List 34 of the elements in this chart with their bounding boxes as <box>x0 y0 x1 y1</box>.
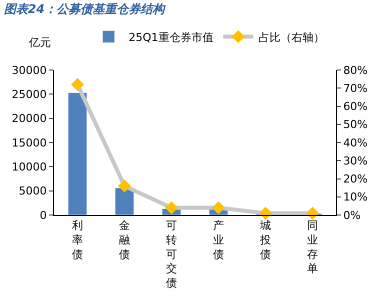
legend-label: 占比（右轴） <box>258 30 324 44</box>
x-tick-label: 同业存单 <box>307 219 318 276</box>
legend-label: 25Q1重仓券市值 <box>128 30 214 44</box>
bar <box>114 188 134 215</box>
y-tick-label: 25000 <box>12 88 47 102</box>
point <box>212 201 225 214</box>
y2-tick-label: 80% <box>343 64 368 77</box>
y-tick-label: 0 <box>40 208 47 222</box>
y-tick-label: 5000 <box>18 184 47 198</box>
y-axis-title: 亿元 <box>28 36 51 49</box>
y-tick-label: 10000 <box>12 160 47 174</box>
point <box>165 201 178 214</box>
y2-tick-label: 50% <box>343 118 368 132</box>
y-tick-label: 20000 <box>12 112 47 126</box>
y2-tick-label: 60% <box>343 100 368 114</box>
y2-tick-label: 30% <box>343 154 368 168</box>
point <box>306 206 319 220</box>
x-tick-label: 产业债 <box>213 219 224 261</box>
chart-title: 图表24：公募债基重仓券结构 <box>4 2 167 16</box>
y2-tick-label: 40% <box>343 136 368 150</box>
x-tick-label: 可转可交债 <box>166 219 177 290</box>
y-tick-label: 30000 <box>12 64 47 77</box>
y-tick-label: 15000 <box>12 136 47 150</box>
point <box>71 78 84 91</box>
y2-tick-label: 20% <box>343 172 368 186</box>
point <box>118 180 131 192</box>
x-tick-label: 金融债 <box>119 219 130 261</box>
x-tick-label: 利率债 <box>72 219 83 261</box>
y2-tick-label: 10% <box>343 190 368 204</box>
bar <box>68 92 88 215</box>
x-tick-label: 城投债 <box>259 219 271 261</box>
y2-tick-label: 0% <box>343 208 361 222</box>
point <box>259 206 272 220</box>
y2-tick-label: 70% <box>343 82 368 95</box>
